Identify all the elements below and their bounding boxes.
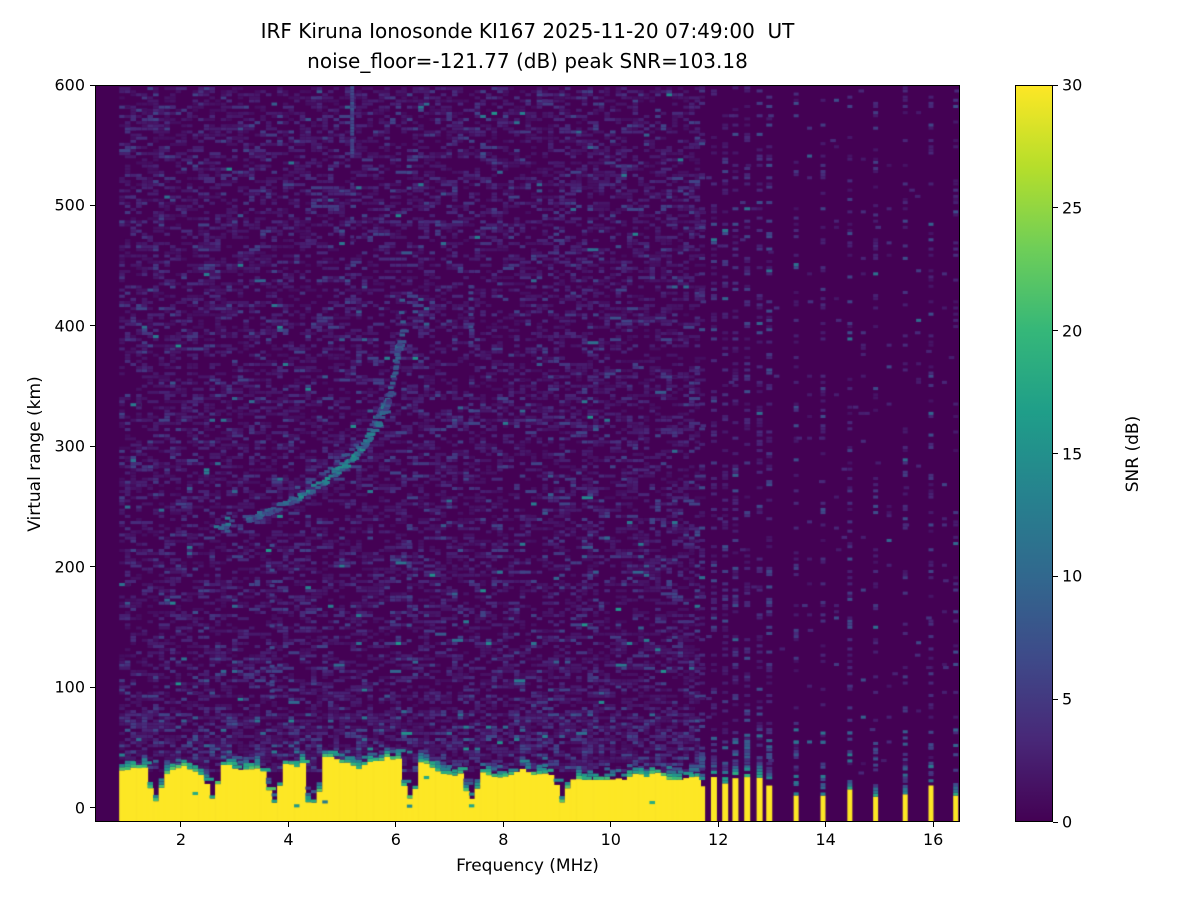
x-tick-mark bbox=[503, 822, 504, 827]
x-tick-label: 10 bbox=[601, 830, 621, 849]
y-axis-label: Virtual range (km) bbox=[25, 364, 45, 544]
colorbar-tick-label: 20 bbox=[1062, 321, 1082, 340]
colorbar-tick-label: 5 bbox=[1062, 690, 1072, 709]
y-tick-mark bbox=[90, 566, 95, 567]
ionogram-figure: IRF Kiruna Ionosonde KI167 2025-11-20 07… bbox=[0, 0, 1200, 900]
chart-subtitle: noise_floor=-121.77 (dB) peak SNR=103.18 bbox=[95, 47, 960, 75]
colorbar-tick-mark bbox=[1053, 453, 1058, 454]
colorbar-tick-mark bbox=[1053, 699, 1058, 700]
colorbar bbox=[1015, 85, 1053, 822]
colorbar-tick-mark bbox=[1053, 330, 1058, 331]
x-tick-mark bbox=[825, 822, 826, 827]
colorbar-tick-label: 10 bbox=[1062, 567, 1082, 586]
colorbar-tick-mark bbox=[1053, 85, 1058, 86]
x-axis-label: Frequency (MHz) bbox=[95, 856, 960, 876]
colorbar-tick-label: 30 bbox=[1062, 76, 1082, 95]
x-tick-mark bbox=[610, 822, 611, 827]
x-tick-mark bbox=[288, 822, 289, 827]
y-tick-mark bbox=[90, 325, 95, 326]
y-tick-label: 400 bbox=[15, 316, 85, 335]
colorbar-tick-label: 15 bbox=[1062, 444, 1082, 463]
x-tick-mark bbox=[180, 822, 181, 827]
x-tick-label: 12 bbox=[708, 830, 728, 849]
y-tick-label: 200 bbox=[15, 557, 85, 576]
x-tick-label: 14 bbox=[815, 830, 835, 849]
colorbar-tick-label: 0 bbox=[1062, 813, 1072, 832]
x-tick-label: 2 bbox=[176, 830, 186, 849]
x-tick-mark bbox=[395, 822, 396, 827]
colorbar-tick-label: 25 bbox=[1062, 198, 1082, 217]
y-tick-label: 0 bbox=[15, 798, 85, 817]
y-tick-label: 500 bbox=[15, 196, 85, 215]
y-tick-mark bbox=[90, 446, 95, 447]
colorbar-tick-mark bbox=[1053, 822, 1058, 823]
x-tick-label: 4 bbox=[283, 830, 293, 849]
x-tick-label: 16 bbox=[923, 830, 943, 849]
y-tick-mark bbox=[90, 85, 95, 86]
x-tick-mark bbox=[718, 822, 719, 827]
x-tick-mark bbox=[933, 822, 934, 827]
x-tick-label: 8 bbox=[498, 830, 508, 849]
colorbar-tick-mark bbox=[1053, 207, 1058, 208]
colorbar-tick-mark bbox=[1053, 576, 1058, 577]
chart-title: IRF Kiruna Ionosonde KI167 2025-11-20 07… bbox=[95, 17, 960, 45]
y-tick-label: 600 bbox=[15, 76, 85, 95]
y-tick-mark bbox=[90, 687, 95, 688]
colorbar-label: SNR (dB) bbox=[1123, 364, 1143, 544]
y-tick-mark bbox=[90, 205, 95, 206]
x-tick-label: 6 bbox=[391, 830, 401, 849]
ionogram-heatmap bbox=[95, 85, 960, 822]
y-tick-mark bbox=[90, 807, 95, 808]
y-tick-label: 100 bbox=[15, 678, 85, 697]
